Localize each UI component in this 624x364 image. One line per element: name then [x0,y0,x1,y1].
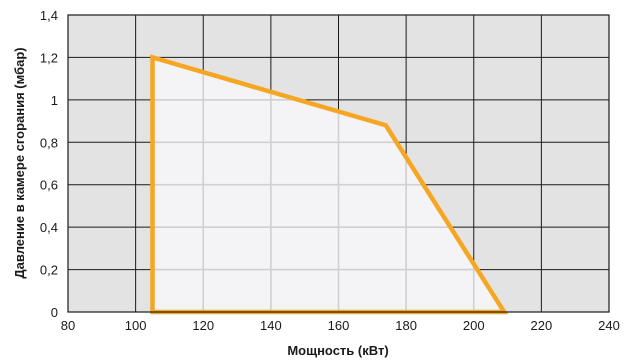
y-tick-label: 0,4 [40,220,58,235]
x-tick-label: 160 [328,318,350,333]
x-tick-label: 180 [395,318,417,333]
y-tick-label: 1,4 [40,8,58,23]
y-axis-title: Давление в камере сгорания (мбар) [12,47,27,278]
x-tick-label: 100 [125,318,147,333]
x-tick-label: 240 [598,318,620,333]
y-tick-label: 1,2 [40,50,58,65]
y-tick-label: 0,8 [40,135,58,150]
x-tick-label: 220 [531,318,553,333]
y-axis-ticks: 0 0,2 0,4 0,6 0,8 1 1,2 1,4 [40,8,58,320]
plot-frame [67,14,610,313]
y-tick-label: 0 [51,305,58,320]
x-tick-label: 120 [192,318,214,333]
x-tick-label: 200 [463,318,485,333]
plot-frame-group [67,14,610,313]
x-axis-title: Мощность (кВт) [287,343,388,358]
y-tick-label: 0,2 [40,263,58,278]
x-axis-ticks: 80 100 120 140 160 180 200 220 240 [61,318,620,333]
y-tick-label: 0,6 [40,178,58,193]
y-tick-label: 1 [51,93,58,108]
x-tick-label: 140 [260,318,282,333]
x-tick-label: 80 [61,318,75,333]
